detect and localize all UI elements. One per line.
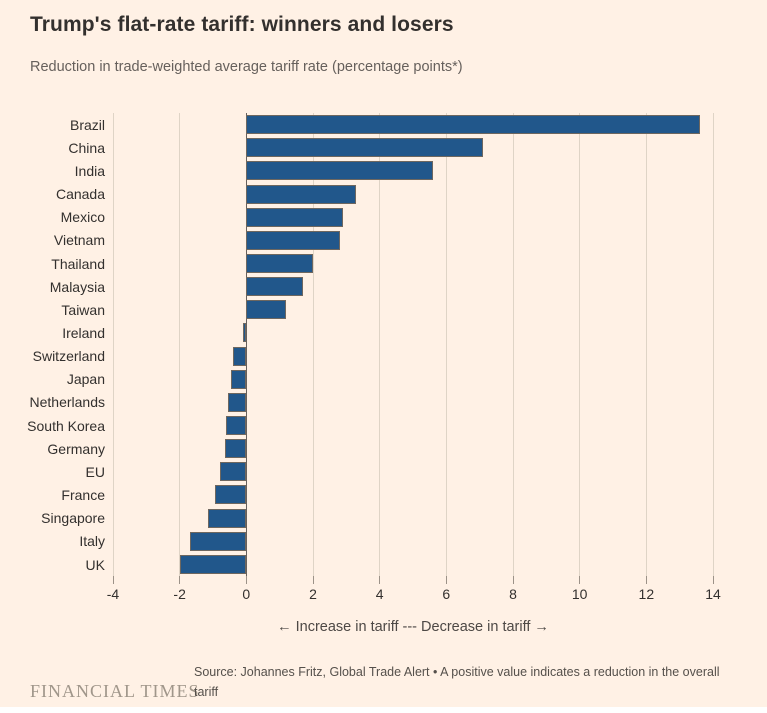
- category-label-uk: UK: [85, 556, 105, 573]
- category-labels: Brazil China India Canada Mexico Vietnam Thail…: [0, 113, 105, 576]
- category-label-eu: EU: [85, 463, 105, 480]
- x-tick-label-10: 10: [571, 586, 588, 602]
- bar-india: [246, 161, 433, 181]
- category-label-canada: Canada: [55, 186, 105, 203]
- gridline-2: [312, 113, 314, 576]
- bar-japan: [231, 369, 247, 389]
- x-tick-label-14: 14: [705, 586, 721, 602]
- bar-vietnam: [246, 230, 340, 250]
- bar-brazil: [246, 115, 700, 135]
- bottom-strip: [0, 707, 767, 713]
- category-label-mexico: Mexico: [60, 209, 105, 226]
- category-label-france: France: [61, 487, 105, 504]
- gridline-4: [379, 113, 381, 576]
- x-tick-label-0: 0: [242, 586, 251, 602]
- source-note: Source: Johannes Fritz, Global Trade Ale…: [194, 665, 720, 699]
- category-label-brazil: Brazil: [69, 116, 105, 133]
- bar-germany: [224, 439, 247, 459]
- bar-france: [214, 485, 247, 505]
- category-label-italy: Italy: [79, 533, 105, 550]
- x-tick-mark-2: [312, 576, 314, 584]
- x-axis-ticks: [112, 576, 714, 584]
- bar-netherlands: [228, 392, 247, 412]
- bar-ireland: [243, 323, 247, 343]
- x-tick-mark-4: [379, 576, 381, 584]
- financial-times-logo: FINANCIAL TIMES: [30, 681, 200, 701]
- category-label-germany: Germany: [47, 440, 105, 457]
- x-tick-mark--2: [179, 576, 181, 584]
- category-label-thailand: Thailand: [51, 255, 105, 272]
- bar-canada: [246, 184, 357, 204]
- bar-china: [246, 138, 483, 158]
- plot-area: [112, 113, 714, 576]
- x-tick-mark--4: [112, 576, 114, 584]
- bar-taiwan: [246, 300, 287, 320]
- gridline-6: [445, 113, 447, 576]
- x-tick-label-12: 12: [638, 586, 655, 602]
- x-axis-labels: -4 -2 0 2 4 6 8 10 12 14: [107, 586, 721, 604]
- x-tick-mark-14: [712, 576, 714, 584]
- x-tick-label-2: 2: [309, 586, 317, 602]
- gridline-14: [712, 113, 714, 576]
- bar-mexico: [246, 207, 343, 227]
- category-label-vietnam: Vietnam: [53, 232, 105, 249]
- gridline--2: [179, 113, 181, 576]
- x-tick-mark-6: [445, 576, 447, 584]
- x-tick-mark-8: [512, 576, 514, 584]
- bar-switzerland: [233, 346, 247, 366]
- gridline-10: [579, 113, 581, 576]
- category-label-switzerland: Switzerland: [32, 348, 105, 365]
- chart-subtitle: Reduction in trade-weighted average tari…: [30, 59, 463, 75]
- category-label-malaysia: Malaysia: [49, 278, 105, 295]
- x-tick-mark-12: [645, 576, 647, 584]
- chart-title: Trump's flat-rate tariff: winners and lo…: [30, 13, 454, 36]
- x-tick-label--2: -2: [173, 586, 186, 602]
- gridline-8: [512, 113, 514, 576]
- category-label-south-korea: South Korea: [27, 417, 105, 434]
- category-label-india: India: [74, 162, 105, 179]
- x-tick-mark-10: [579, 576, 581, 584]
- axis-direction-caption: ← Increase in tariff --- Decrease in tar…: [277, 619, 549, 635]
- gridline--4: [112, 113, 114, 576]
- category-label-taiwan: Taiwan: [61, 301, 105, 318]
- bar-eu: [219, 462, 247, 482]
- category-label-ireland: Ireland: [62, 324, 105, 341]
- bar-italy: [189, 531, 247, 551]
- x-tick-label--4: -4: [106, 586, 120, 602]
- x-tick-mark-0: [245, 576, 247, 584]
- bar-singapore: [208, 508, 247, 528]
- x-tick-label-8: 8: [509, 586, 517, 602]
- bar-thailand: [246, 253, 313, 273]
- gridline-12: [645, 113, 647, 576]
- bar-uk: [179, 554, 247, 574]
- bar-south-korea: [226, 416, 247, 436]
- bar-malaysia: [246, 277, 303, 297]
- x-tick-label-6: 6: [442, 586, 451, 602]
- category-label-netherlands: Netherlands: [29, 394, 106, 411]
- x-tick-label-4: 4: [375, 586, 384, 602]
- category-label-singapore: Singapore: [41, 510, 105, 527]
- zero-axis-line: [245, 113, 247, 576]
- category-label-china: China: [68, 139, 105, 156]
- category-label-japan: Japan: [66, 371, 105, 388]
